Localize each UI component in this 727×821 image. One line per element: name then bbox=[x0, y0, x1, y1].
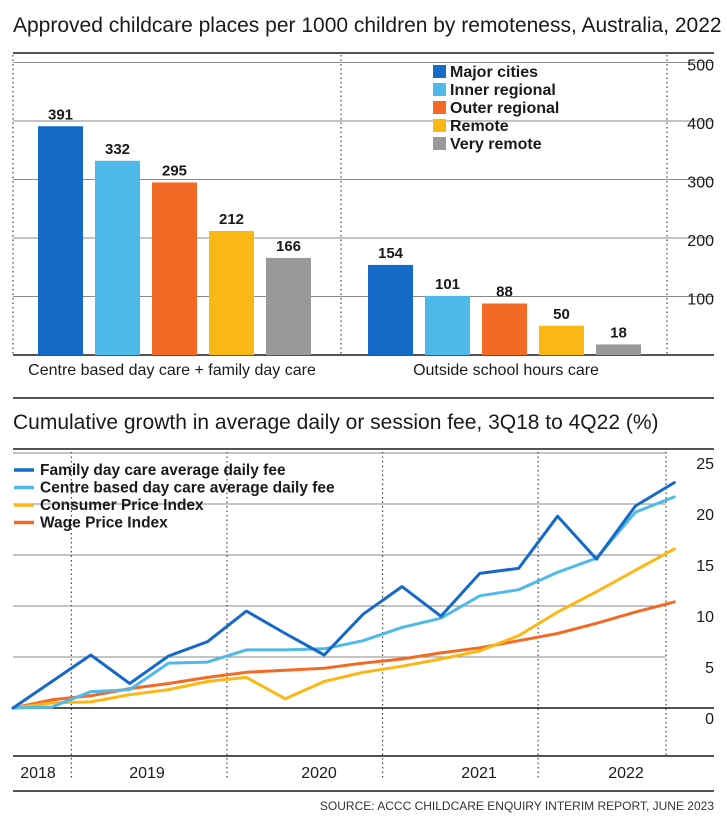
line-legend-label: Centre based day care average daily fee bbox=[40, 480, 335, 497]
bar-legend-label: Inner regional bbox=[450, 82, 556, 99]
bar-legend-label: Outer regional bbox=[450, 100, 559, 117]
line-x-tick-label: 2021 bbox=[461, 765, 497, 782]
bar-chart: Approved childcare places per 1000 child… bbox=[12, 14, 722, 379]
line-y-tick-label: 25 bbox=[696, 456, 714, 473]
line-series-consumer-price-index bbox=[11, 547, 676, 710]
bar-value-label: 154 bbox=[378, 245, 404, 262]
bar-value-label: 332 bbox=[105, 141, 130, 158]
bar-legend-swatch bbox=[433, 137, 446, 150]
bar-value-label: 212 bbox=[219, 211, 244, 228]
bar-legend-label: Major cities bbox=[450, 64, 538, 81]
bar-chart-categories: Centre based day care + family day care O… bbox=[28, 362, 599, 379]
line-y-tick-label: 0 bbox=[705, 711, 714, 728]
bar-chart-y-ticks: 100 200 300 400 500 bbox=[687, 58, 714, 309]
bar-value-label: 101 bbox=[435, 276, 460, 293]
bar-inner-regional-1 bbox=[95, 160, 140, 355]
bar-outer-regional-1 bbox=[152, 182, 197, 355]
bar-value-label: 88 bbox=[496, 284, 513, 301]
line-legend-label: Consumer Price Index bbox=[40, 497, 204, 514]
line-x-tick-label: 2018 bbox=[20, 765, 56, 782]
bar-legend-label: Remote bbox=[450, 118, 509, 135]
bar-major-cities-2 bbox=[368, 264, 413, 355]
bar-chart-marks bbox=[38, 126, 641, 355]
line-legend-label: Wage Price Index bbox=[40, 515, 168, 532]
bar-inner-regional-2 bbox=[425, 295, 470, 355]
bar-value-label: 166 bbox=[276, 238, 301, 255]
bar-y-tick-label: 400 bbox=[687, 116, 714, 133]
bar-remote-2 bbox=[539, 325, 584, 355]
line-chart-grid bbox=[13, 452, 714, 778]
bar-y-tick-label: 200 bbox=[687, 233, 714, 250]
bar-value-label: 295 bbox=[162, 162, 187, 179]
line-chart-y-ticks: 0 5 10 15 20 25 bbox=[696, 456, 714, 728]
bar-legend-swatch bbox=[433, 65, 446, 78]
line-x-tick-label: 2022 bbox=[608, 765, 644, 782]
bar-y-tick-label: 100 bbox=[687, 292, 714, 309]
line-series-wage-price-index bbox=[11, 600, 676, 710]
bar-legend-swatch bbox=[433, 101, 446, 114]
bar-chart-title: Approved childcare places per 1000 child… bbox=[13, 14, 722, 37]
bar-y-tick-label: 500 bbox=[687, 58, 714, 75]
line-x-tick-label: 2019 bbox=[129, 765, 165, 782]
bar-remote-1 bbox=[209, 230, 254, 355]
line-y-tick-label: 10 bbox=[696, 609, 714, 626]
bar-outer-regional-2 bbox=[482, 303, 527, 355]
bar-y-tick-label: 300 bbox=[687, 175, 714, 192]
line-chart-x-ticks: 2018 2019 2020 2021 2022 bbox=[20, 765, 644, 782]
line-chart-title: Cumulative growth in average daily or se… bbox=[13, 411, 659, 434]
line-x-tick-label: 2020 bbox=[301, 765, 337, 782]
line-chart-legend: Family day care average daily feeCentre … bbox=[14, 462, 335, 532]
bar-legend-swatch bbox=[433, 119, 446, 132]
bar-value-label: 18 bbox=[610, 324, 627, 341]
line-chart-marks bbox=[11, 481, 676, 710]
line-y-tick-label: 20 bbox=[696, 507, 714, 524]
source-note: SOURCE: ACCC CHILDCARE ENQUIRY INTERIM R… bbox=[320, 799, 714, 813]
bar-category-label: Outside school hours care bbox=[413, 362, 599, 379]
bar-legend-swatch bbox=[433, 83, 446, 96]
bar-chart-data-labels: 391 332 295 212 166 154 101 88 50 18 bbox=[48, 106, 627, 341]
line-y-tick-label: 5 bbox=[705, 660, 714, 677]
line-chart: Cumulative growth in average daily or se… bbox=[11, 397, 714, 792]
bar-value-label: 391 bbox=[48, 106, 73, 123]
bar-value-label: 50 bbox=[553, 306, 570, 323]
bar-major-cities-1 bbox=[38, 126, 83, 355]
bar-very-remote-1 bbox=[266, 257, 311, 355]
bar-legend-label: Very remote bbox=[450, 136, 542, 153]
bar-very-remote-2 bbox=[596, 344, 641, 355]
line-series-centre-based-day-care-average-daily-fee bbox=[11, 495, 676, 710]
line-y-tick-label: 15 bbox=[696, 558, 714, 575]
line-series-family-day-care-average-daily-fee bbox=[11, 481, 676, 710]
line-legend-label: Family day care average daily fee bbox=[40, 462, 286, 479]
bar-category-label: Centre based day care + family day care bbox=[28, 362, 316, 379]
